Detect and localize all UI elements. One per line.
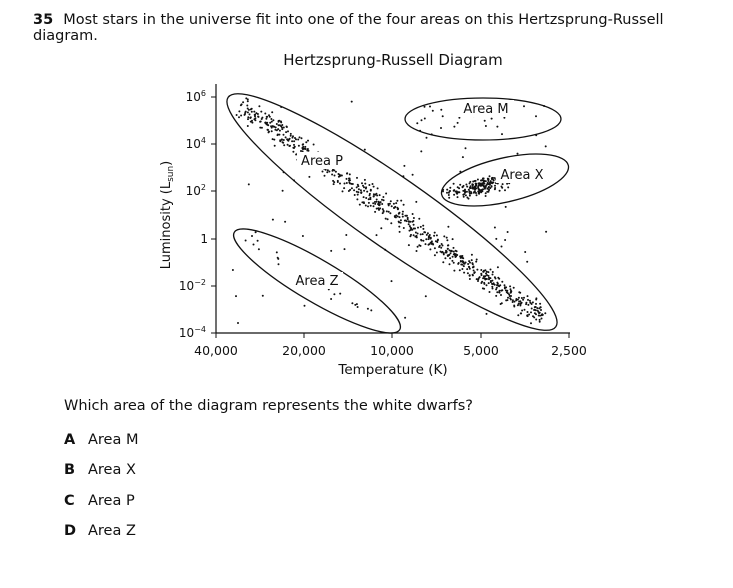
choice-d-text: Area Z — [88, 523, 136, 539]
choice-a[interactable]: A Area M — [64, 432, 139, 448]
area-z-label-bg — [291, 272, 343, 289]
question-prompt: Which area of the diagram represents the… — [64, 398, 473, 414]
area-x-label-bg — [496, 166, 548, 183]
x-tick-label-20000: 20,000 — [282, 343, 326, 358]
y-tick-label-1e6: 106 — [186, 89, 206, 104]
area-x-outline — [440, 153, 570, 207]
choice-c-text: Area P — [88, 493, 135, 509]
area-z-label: Area Z — [296, 274, 339, 289]
area-p-outline — [226, 93, 558, 331]
y-tick-label-1e-2: 10−2 — [179, 278, 206, 293]
area-m-label: Area M — [463, 102, 508, 117]
y-tick-label-1e4: 104 — [186, 136, 206, 151]
area-z-outline — [232, 228, 402, 334]
choice-b-letter: B — [64, 462, 76, 478]
y-tick-marks — [211, 96, 216, 334]
choice-c-letter: C — [64, 493, 75, 509]
question-text: 35 Most stars in the universe fit into on… — [33, 12, 733, 44]
choice-a-text: Area M — [88, 432, 139, 448]
question-number: 35 — [33, 12, 54, 28]
question-stem: Most stars in the universe fit into one … — [33, 12, 664, 44]
choice-d-letter: D — [64, 523, 77, 539]
area-x-label: Area X — [501, 168, 544, 183]
x-tick-label-10000: 10,000 — [370, 343, 414, 358]
choice-b[interactable]: B Area X — [64, 462, 136, 478]
x-axis-label: Temperature (K) — [337, 362, 447, 378]
area-p-label: Area P — [301, 154, 343, 169]
x-tick-label-5000: 5,000 — [463, 343, 499, 358]
y-axis-label: Luminosity (Lsun) — [159, 161, 176, 270]
y-tick-label-1e-4: 10−4 — [179, 325, 206, 340]
choice-b-text: Area X — [88, 462, 136, 478]
diagram-title: Hertzsprung-Russell Diagram — [283, 51, 503, 69]
choice-c[interactable]: C Area P — [64, 493, 135, 509]
area-p-label-bg — [297, 152, 349, 169]
choice-d[interactable]: D Area Z — [64, 523, 136, 539]
y-tick-label-1: 1 — [200, 232, 208, 246]
star-dots — [231, 97, 548, 325]
x-tick-label-40000: 40,000 — [194, 343, 238, 358]
y-tick-label-1e2: 102 — [186, 183, 206, 198]
area-m-outline — [404, 97, 562, 141]
area-m-label-bg — [458, 100, 514, 117]
x-tick-label-2500: 2,500 — [551, 343, 587, 358]
choice-a-letter: A — [64, 432, 76, 448]
x-tick-marks — [215, 333, 570, 338]
